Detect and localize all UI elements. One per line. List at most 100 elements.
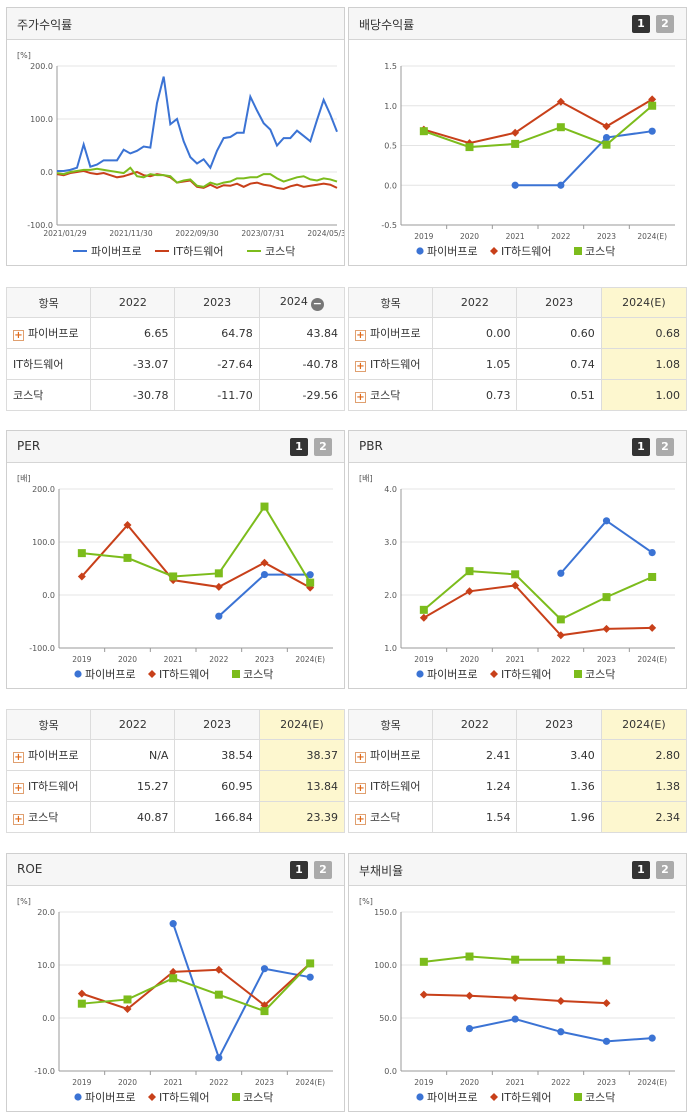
- legend-label: IT하드웨어: [501, 1090, 551, 1104]
- value-cell: 64.78: [174, 317, 260, 349]
- y-tick-label: 0.0: [384, 181, 397, 190]
- panel-title: 부채비율: [359, 864, 404, 878]
- pbr-panel: PBR 1 2 [배] 4.0 3.0 2.0 1.0 2019 2020 2021 2022 2…: [348, 430, 687, 689]
- toggle-2-button[interactable]: 2: [656, 438, 674, 456]
- y-tick-label: -10.0: [34, 1067, 55, 1076]
- x-tick-label: 2021/01/29: [43, 229, 86, 238]
- column-header: 2022: [432, 709, 518, 740]
- column-header: 2022: [90, 287, 176, 318]
- data-point: [648, 623, 657, 632]
- panel-header: 주가수익률: [7, 8, 344, 40]
- y-tick-label: 200.0: [32, 485, 55, 494]
- expand-plus-icon[interactable]: +: [355, 330, 366, 341]
- legend-label: 파이버프로: [427, 668, 478, 681]
- expand-plus-icon[interactable]: +: [355, 361, 366, 372]
- axis-unit: [배]: [17, 474, 31, 483]
- x-tick-label: 2022/09/30: [175, 229, 218, 238]
- expand-plus-icon[interactable]: +: [13, 814, 24, 825]
- toggle-2-button[interactable]: 2: [314, 861, 332, 879]
- value-cell: 1.36: [516, 770, 602, 802]
- column-header-label: 2022: [118, 718, 147, 731]
- value-cell: 1.54: [432, 801, 518, 833]
- data-point: [419, 127, 428, 136]
- collapse-icon[interactable]: −: [310, 296, 324, 311]
- x-tick-label: 2021: [506, 655, 525, 664]
- value-cell: 3.40: [516, 739, 602, 771]
- expand-plus-icon[interactable]: +: [13, 330, 24, 341]
- data-point: [214, 990, 223, 999]
- axis-unit: [%]: [17, 897, 31, 906]
- data-point: [602, 133, 611, 142]
- x-tick-label: 2023: [597, 1078, 616, 1087]
- data-point: [260, 558, 269, 567]
- expand-plus-icon[interactable]: +: [355, 752, 366, 763]
- column-header: 2024(E): [600, 287, 688, 318]
- data-point: [148, 1093, 156, 1101]
- column-header: 2023: [174, 709, 260, 740]
- data-point: [123, 1004, 132, 1013]
- value-cell: 1.38: [600, 770, 688, 802]
- row-name-cell: + 코스닥: [347, 801, 434, 833]
- toggle-1-button[interactable]: 1: [632, 861, 650, 879]
- x-tick-label: 2023: [597, 655, 616, 664]
- value-cell: 1.00: [600, 379, 688, 411]
- row-name-cell: + 파이버프로: [5, 317, 92, 349]
- row-name: 파이버프로: [370, 749, 421, 762]
- legend-label: 코스닥: [585, 668, 615, 681]
- y-tick-label: 150.0: [374, 908, 397, 917]
- x-tick-label: 2020: [460, 232, 479, 241]
- expand-plus-icon[interactable]: +: [355, 814, 366, 825]
- data-point: [77, 572, 86, 581]
- table-header-row: 항목 2022 2023 2024(E): [5, 709, 346, 740]
- stock-return-panel: 주가수익률 [%] 200.0 100.0 0.0 -100.0 2021/01/29 20…: [6, 7, 345, 266]
- toggle-2-button[interactable]: 2: [314, 438, 332, 456]
- row-name-cell: + 파이버프로: [5, 739, 92, 771]
- y-tick-label: 3.0: [384, 538, 397, 547]
- y-tick-label: -100.0: [27, 221, 53, 230]
- data-point: [648, 1034, 656, 1042]
- column-header: 2022: [90, 709, 176, 740]
- toggle-1-button[interactable]: 1: [632, 15, 650, 33]
- value-cell: -33.07: [90, 348, 176, 380]
- row-name-cell: 코스닥: [5, 379, 92, 411]
- row-name: 파이버프로: [370, 327, 421, 340]
- x-tick-label: 2024(E): [637, 1078, 667, 1087]
- expand-plus-icon[interactable]: +: [355, 783, 366, 794]
- data-point: [557, 1028, 565, 1036]
- toggle-2-button[interactable]: 2: [656, 861, 674, 879]
- series-line: [81, 962, 311, 1013]
- panel-header: ROE 1 2: [7, 854, 344, 886]
- roe-chart: [%] 20.0 10.0 0.0 -10.0 2019 2020 2021 2022 2023 2…: [17, 897, 333, 1104]
- toggle-1-button[interactable]: 1: [290, 861, 308, 879]
- x-tick-label: 2021: [506, 1078, 525, 1087]
- data-point: [511, 1015, 519, 1023]
- value-cell: 1.96: [516, 801, 602, 833]
- value-cell: 0.51: [516, 379, 602, 411]
- value-cell: 1.08: [600, 348, 688, 380]
- data-point: [556, 997, 565, 1006]
- data-point: [602, 1037, 611, 1045]
- column-header: 2023: [516, 709, 602, 740]
- expand-plus-icon[interactable]: +: [13, 752, 24, 763]
- y-tick-label: 4.0: [384, 485, 397, 494]
- x-tick-label: 2023/07/31: [241, 229, 284, 238]
- data-point: [419, 605, 428, 614]
- x-tick-label: 2023: [255, 1078, 274, 1087]
- data-point: [602, 956, 611, 965]
- data-point: [419, 613, 428, 622]
- y-tick-label: 1.5: [384, 62, 397, 71]
- axis-unit: [배]: [359, 474, 373, 483]
- data-point: [602, 593, 611, 602]
- expand-plus-icon[interactable]: +: [355, 392, 366, 403]
- table-row: IT하드웨어 -33.07 -27.64 -40.78: [5, 348, 346, 380]
- row-name-cell: + IT하드웨어: [347, 770, 434, 802]
- data-point: [648, 95, 657, 104]
- toggle-1-button[interactable]: 1: [632, 438, 650, 456]
- expand-plus-icon[interactable]: +: [13, 783, 24, 794]
- data-point: [557, 181, 565, 189]
- toggle-2-button[interactable]: 2: [656, 15, 674, 33]
- toggle-1-button[interactable]: 1: [290, 438, 308, 456]
- row-name: IT하드웨어: [13, 358, 64, 371]
- x-tick-label: 2022: [551, 232, 570, 241]
- series-line: [560, 519, 653, 574]
